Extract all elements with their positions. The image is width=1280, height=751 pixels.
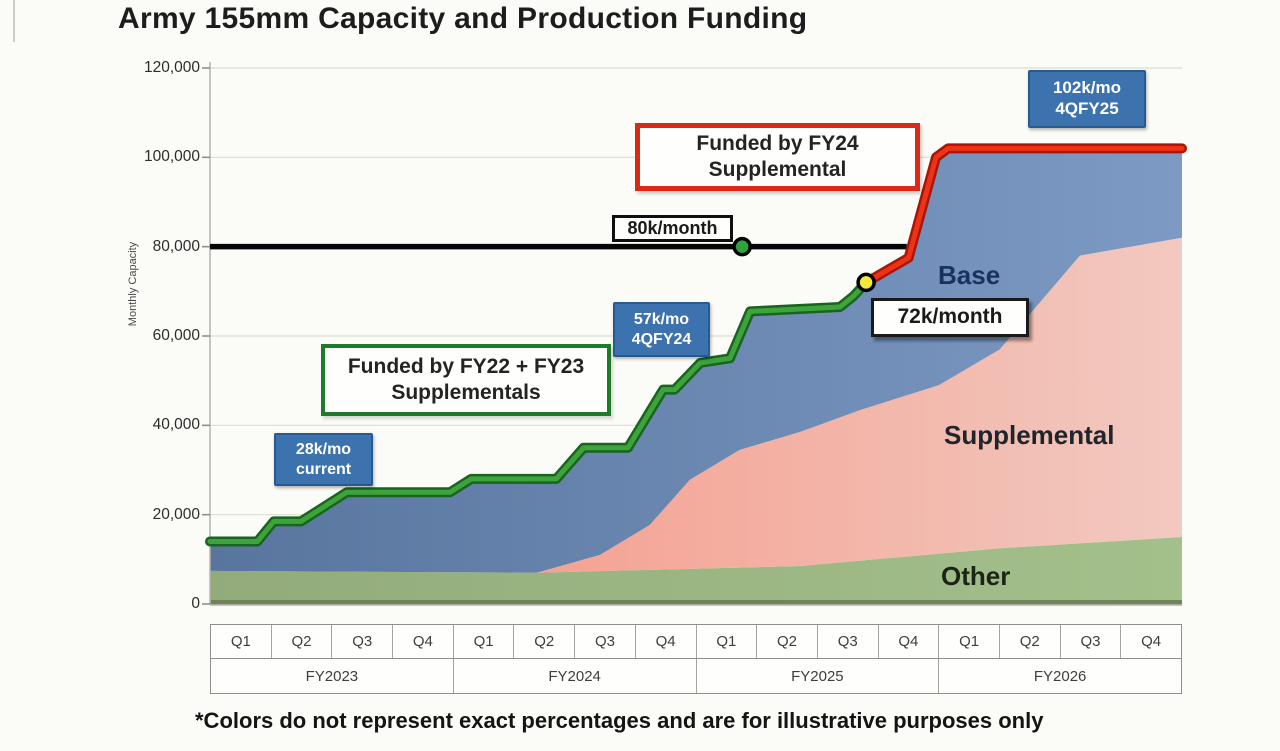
marker-dot	[856, 272, 876, 293]
quarter-cell: Q4	[879, 625, 940, 658]
callout-text-line: Funded by FY22 + FY23	[347, 354, 585, 378]
fiscal-year-row: FY2023 FY2024 FY2025 FY2026	[211, 659, 1181, 693]
x-axis-table: Q1 Q2 Q3 Q4 Q1 Q2 Q3 Q4 Q1 Q2 Q3 Q4 Q1 Q2 Q3 Q4 FY2023 F…	[210, 624, 1182, 694]
baseline-shade	[210, 600, 1182, 605]
area-label-supplemental: Supplemental	[944, 420, 1115, 450]
marker-72k-label: 72k/month	[871, 298, 1029, 337]
quarter-cell: Q1	[697, 625, 758, 658]
area-supplemental	[210, 237, 1182, 573]
callout-57k-badge: 57k/mo 4QFY24	[613, 302, 710, 357]
quarter-cell: Q4	[636, 625, 697, 658]
funded-fy22-fy23-callout: Funded by FY22 + FY23 Supplementals	[321, 344, 611, 416]
area-other	[210, 537, 1182, 604]
area-base	[210, 148, 1182, 573]
callout-text-line: Supplementals	[391, 381, 541, 404]
area-label-other: Other	[941, 561, 1011, 591]
funded-fy24-callout: Funded by FY24 Supplemental	[635, 123, 920, 191]
quarter-cell: Q3	[575, 625, 636, 658]
quarter-cell: Q2	[514, 625, 576, 658]
quarter-cell: Q4	[393, 625, 454, 658]
chart-title: Army 155mm Capacity and Production Fundi…	[118, 2, 808, 35]
callout-text-line: Supplemental	[708, 158, 847, 181]
callout-text-line: current	[295, 460, 352, 478]
quarter-row: Q1 Q2 Q3 Q4 Q1 Q2 Q3 Q4 Q1 Q2 Q3 Q4 Q1 Q2 Q3 Q4	[211, 625, 1181, 659]
callout-text-line: Funded by FY24	[696, 131, 859, 155]
area-label-base: Base	[938, 260, 1001, 290]
quarter-cell: Q2	[1000, 625, 1061, 658]
quarter-cell: Q1	[211, 625, 272, 658]
y-axis-title: Monthly Capacity	[127, 241, 139, 327]
quarter-cell: Q3	[818, 625, 879, 658]
marker-dot	[732, 236, 752, 257]
quarter-cell: Q2	[272, 625, 333, 658]
quarter-cell: Q2	[757, 625, 818, 658]
fiscal-year-cell: FY2025	[697, 659, 940, 693]
capacity-line-red	[863, 145, 1185, 285]
quarter-cell: Q4	[1141, 633, 1162, 650]
callout-text-line: 28k/mo	[295, 440, 352, 458]
callout-text-line: 4QFY25	[1055, 99, 1119, 118]
quarter-cell: Q1	[939, 625, 1000, 658]
callout-text-line: 4QFY24	[631, 330, 692, 348]
capacity-line-green	[207, 279, 869, 544]
fiscal-year-cell: FY2023	[211, 659, 454, 693]
frame-edge-artifact	[13, 0, 15, 42]
fiscal-year-cell: FY2026	[1033, 667, 1087, 685]
footnote: *Colors do not represent exact percentag…	[195, 708, 1044, 733]
callout-102k-badge: 102k/mo 4QFY25	[1028, 70, 1146, 128]
fiscal-year-cell: FY2024	[454, 659, 697, 693]
callout-28k-badge: 28k/mo current	[274, 433, 373, 486]
callout-text-line: 57k/mo	[633, 310, 690, 328]
quarter-cell: Q3	[1061, 625, 1122, 658]
quarter-cell: Q1	[454, 625, 515, 658]
quarter-cell: Q3	[332, 625, 394, 658]
callout-text-line: 102k/mo	[1052, 78, 1122, 98]
reference-80k-label: 80k/month	[612, 215, 733, 242]
